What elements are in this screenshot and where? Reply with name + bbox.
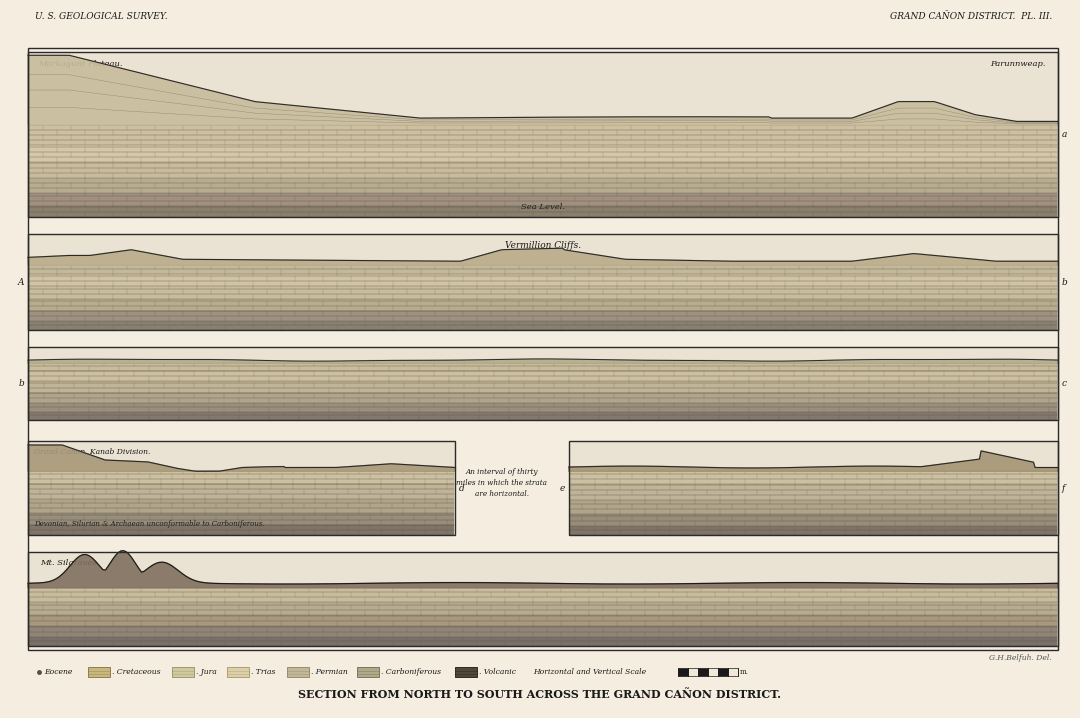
Text: b: b: [18, 379, 24, 388]
Bar: [717, 668, 728, 676]
Bar: [28, 442, 456, 535]
Bar: [356, 667, 379, 677]
Bar: [570, 526, 1057, 535]
Bar: [570, 484, 1057, 500]
Bar: [28, 348, 1058, 420]
Bar: [707, 668, 717, 676]
Text: . Permian: . Permian: [311, 668, 348, 676]
Bar: [29, 602, 1057, 615]
Text: c: c: [1062, 379, 1067, 388]
Bar: [29, 286, 1057, 299]
Text: An interval of thirty
miles in which the strata
are horizontal.: An interval of thirty miles in which the…: [457, 468, 548, 498]
Bar: [570, 500, 1057, 514]
Bar: [570, 514, 1057, 526]
Bar: [29, 513, 455, 525]
Bar: [29, 162, 1057, 178]
Bar: [29, 637, 1057, 646]
Bar: [28, 442, 456, 535]
Text: GRAND CAÑON DISTRICT.  PL. III.: GRAND CAÑON DISTRICT. PL. III.: [890, 12, 1052, 21]
Text: . Carboniferous: . Carboniferous: [381, 668, 441, 676]
Polygon shape: [28, 445, 456, 471]
Bar: [29, 499, 455, 513]
Text: e: e: [559, 484, 565, 493]
Text: . Cretaceous: . Cretaceous: [112, 668, 161, 676]
Bar: [569, 442, 1058, 535]
Bar: [29, 145, 1057, 162]
Bar: [227, 667, 249, 677]
Bar: [29, 125, 1057, 145]
Text: Markagunt Plateau.: Markagunt Plateau.: [38, 60, 122, 68]
Bar: [29, 321, 1057, 330]
Bar: [28, 552, 1058, 646]
Polygon shape: [28, 55, 1058, 125]
Bar: [29, 265, 1057, 274]
Bar: [29, 274, 1057, 286]
Bar: [28, 52, 1058, 218]
Text: b: b: [1062, 278, 1068, 287]
Bar: [29, 484, 455, 499]
Text: Devonian, Silurian & Archaean unconformable to Carboniferous.: Devonian, Silurian & Archaean unconforma…: [33, 520, 265, 528]
Bar: [28, 234, 1058, 330]
Bar: [29, 403, 1057, 412]
Text: A: A: [17, 278, 24, 287]
Bar: [87, 667, 110, 677]
Bar: [29, 393, 1057, 403]
Polygon shape: [28, 551, 1058, 588]
Bar: [28, 552, 1058, 646]
Bar: [29, 381, 1057, 393]
Text: G.H.Belfuh. Del.: G.H.Belfuh. Del.: [989, 654, 1052, 662]
Bar: [28, 48, 1058, 650]
Bar: [172, 667, 194, 677]
Bar: [29, 371, 1057, 381]
Text: m.: m.: [740, 668, 748, 676]
Polygon shape: [28, 248, 1058, 265]
Text: Mt. Silgraves.: Mt. Silgraves.: [40, 559, 99, 567]
Bar: [29, 525, 455, 535]
Bar: [29, 588, 1057, 602]
Bar: [29, 615, 1057, 626]
Text: Eocene: Eocene: [44, 668, 72, 676]
Bar: [28, 52, 1058, 218]
Text: . Volcanic: . Volcanic: [480, 668, 516, 676]
Bar: [29, 178, 1057, 193]
Bar: [569, 442, 1058, 535]
Bar: [287, 667, 309, 677]
Bar: [570, 471, 1057, 484]
Polygon shape: [569, 451, 1058, 471]
Bar: [728, 668, 738, 676]
Text: a: a: [1062, 130, 1067, 139]
Text: Grand Canon, Kanab Division.: Grand Canon, Kanab Division.: [33, 447, 150, 455]
Bar: [29, 311, 1057, 321]
Bar: [28, 348, 1058, 420]
Bar: [29, 206, 1057, 218]
Bar: [455, 667, 477, 677]
Text: Horizontal and Vertical Scale: Horizontal and Vertical Scale: [534, 668, 647, 676]
Text: Parunnweap.: Parunnweap.: [990, 60, 1047, 68]
Text: SECTION FROM NORTH TO SOUTH ACROSS THE GRAND CAÑON DISTRICT.: SECTION FROM NORTH TO SOUTH ACROSS THE G…: [298, 689, 782, 700]
Bar: [28, 234, 1058, 330]
Bar: [688, 668, 698, 676]
Bar: [677, 668, 688, 676]
Bar: [29, 412, 1057, 420]
Bar: [698, 668, 707, 676]
Text: f: f: [1062, 484, 1065, 493]
Bar: [29, 299, 1057, 311]
Text: . Jura: . Jura: [195, 668, 217, 676]
Bar: [29, 193, 1057, 206]
Text: U. S. GEOLOGICAL SURVEY.: U. S. GEOLOGICAL SURVEY.: [35, 12, 167, 21]
Bar: [29, 363, 1057, 371]
Text: . Trias: . Trias: [252, 668, 275, 676]
Bar: [29, 471, 455, 484]
Text: Vermillion Cliffs.: Vermillion Cliffs.: [505, 241, 581, 251]
Bar: [29, 626, 1057, 637]
Text: d: d: [458, 484, 464, 493]
Text: Sea Level.: Sea Level.: [521, 203, 565, 211]
Polygon shape: [28, 359, 1058, 363]
